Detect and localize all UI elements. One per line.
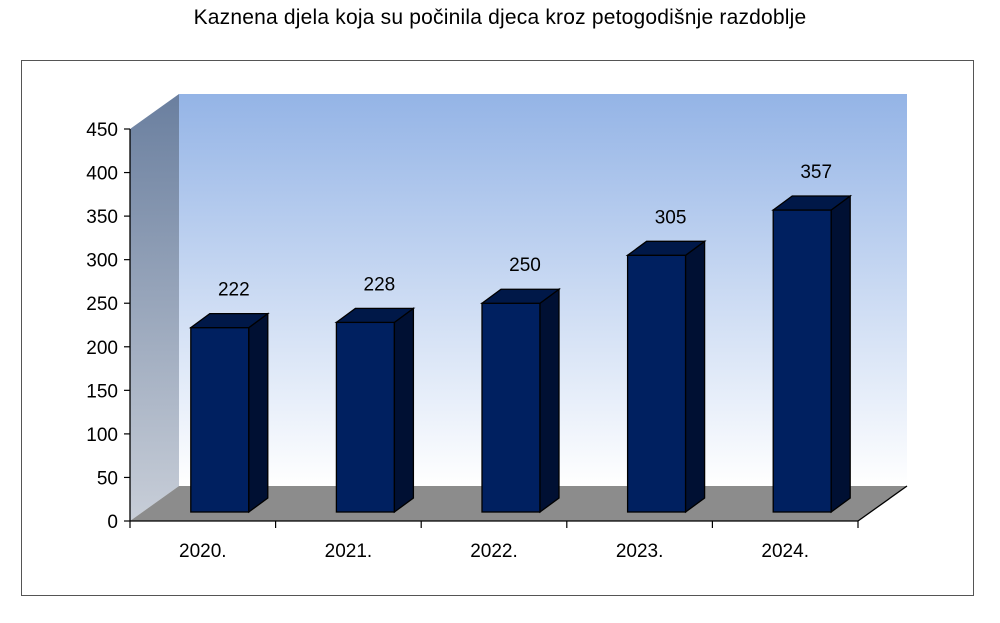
y-tick-label: 350 [86, 207, 118, 228]
bar-top [334, 307, 416, 324]
y-tick-label: 50 [97, 468, 118, 489]
chart-title: Kaznena djela koja su počinila djeca kro… [193, 6, 807, 29]
data-label: 228 [364, 274, 396, 295]
bar-top [480, 288, 561, 304]
bar-front [626, 254, 687, 513]
y-tick-label: 100 [86, 425, 118, 446]
floor-edge-line [857, 485, 908, 522]
bar-front [190, 326, 250, 513]
x-tick-label: 2024. [761, 541, 809, 562]
y-tick-label: 450 [86, 120, 118, 141]
data-label: 250 [509, 255, 541, 276]
chart-labels: 222 228 250 305 357 [218, 162, 832, 301]
bar-front [772, 209, 832, 513]
x-tick-label: 2020. [179, 541, 227, 562]
y-tick-label: 250 [86, 294, 118, 315]
bar-2020. [188, 312, 270, 514]
y-tick-label: 0 [107, 512, 118, 533]
bar-front [481, 302, 541, 513]
bar-2024. [771, 194, 853, 514]
bar-front [335, 321, 396, 513]
x-tick-label: 2023. [616, 541, 664, 562]
data-label: 305 [655, 207, 687, 228]
x-tick-label: 2021. [325, 541, 373, 562]
data-label: 357 [800, 162, 832, 183]
y-tick-label: 150 [86, 381, 118, 402]
bar-side [684, 240, 706, 514]
chart-axes: 0 50 100 150 200 250 300 350 400 450 2020. 2021. 202… [86, 120, 908, 562]
bar-side [830, 194, 851, 514]
bar-top [771, 195, 853, 211]
y-tick-label: 300 [86, 251, 118, 272]
bar-side [539, 287, 560, 514]
bar-side [393, 307, 415, 514]
x-tick-label: 2022. [470, 541, 518, 562]
bar-2021. [334, 307, 416, 514]
y-tick-label: 200 [86, 338, 118, 359]
chart-bars [188, 194, 853, 514]
y-tick-label: 400 [86, 164, 118, 185]
side-wall [130, 94, 179, 521]
bar-2022. [480, 287, 561, 514]
bar-side [248, 312, 269, 514]
data-label: 222 [218, 280, 250, 301]
bar-top [188, 312, 270, 329]
bar-2023. [625, 240, 707, 514]
bar-top [625, 240, 707, 256]
